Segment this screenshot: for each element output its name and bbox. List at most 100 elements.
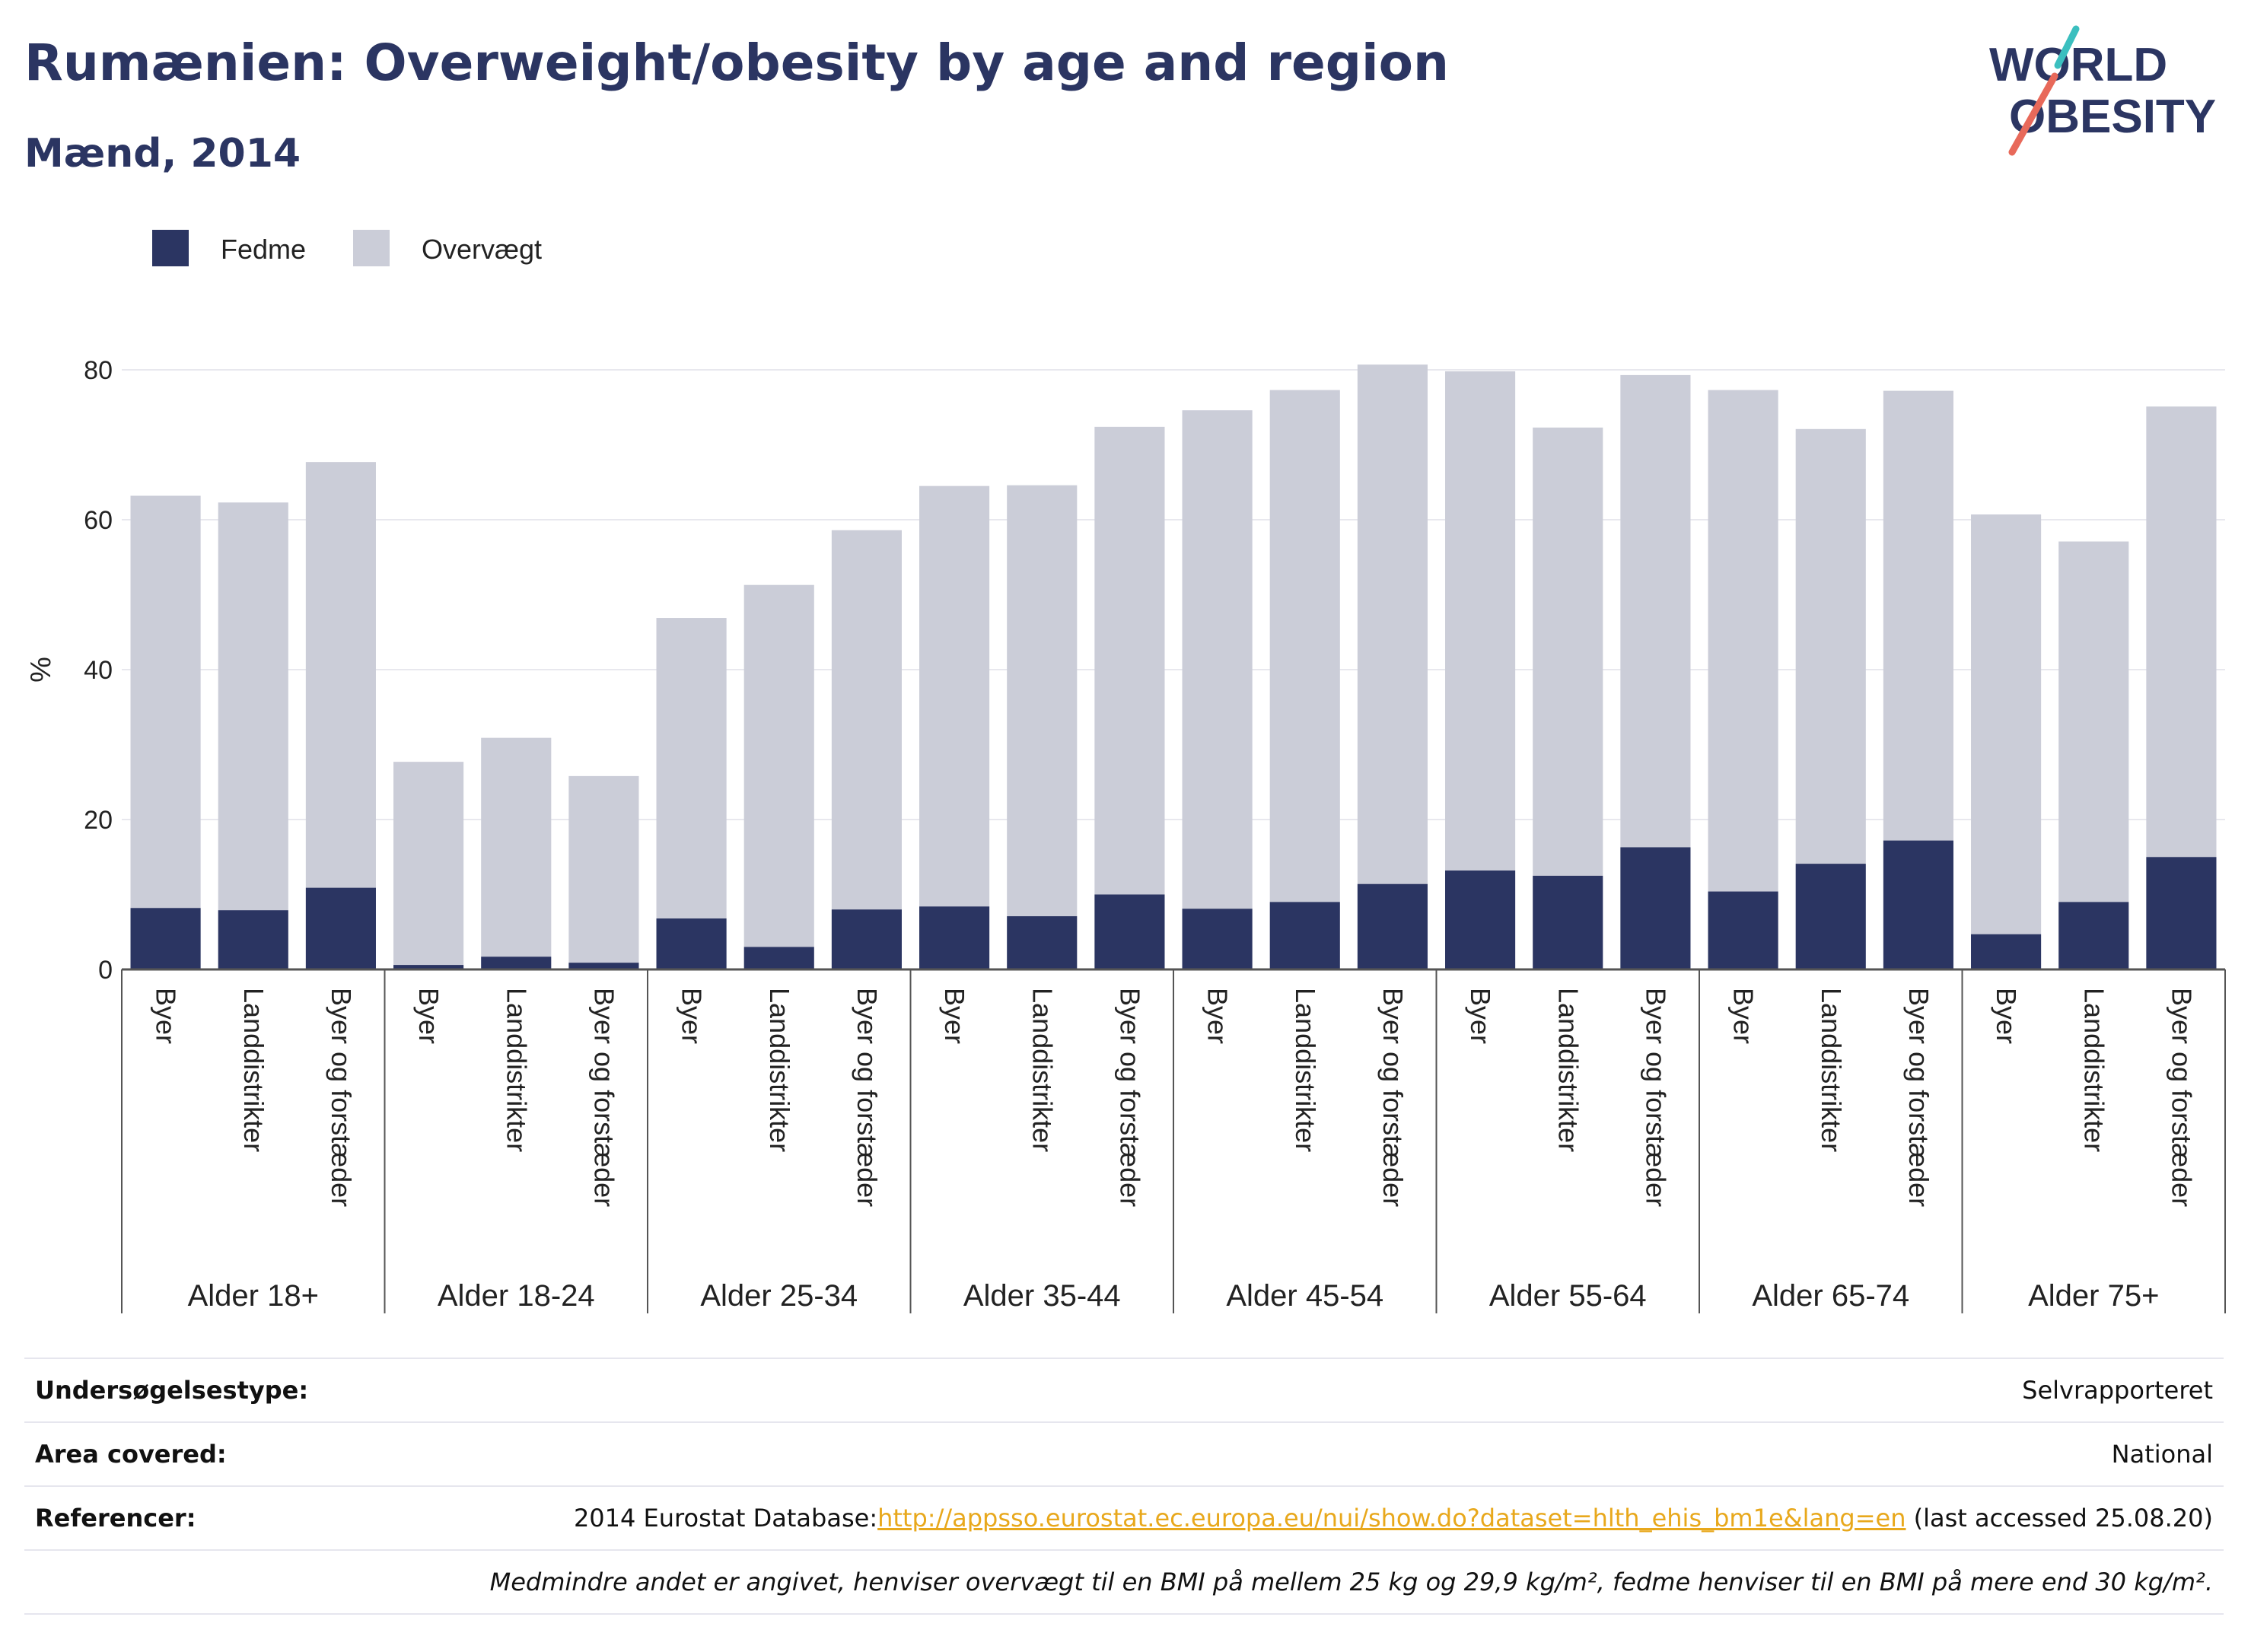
- x-tick-label-12: Byer: [1202, 988, 1234, 1044]
- x-tick-label-14: Byer og forstæder: [1377, 988, 1409, 1207]
- bar-obesity-18: [1708, 891, 1778, 969]
- bar-obesity-4: [481, 957, 552, 969]
- references-value: 2014 Eurostat Database:http://appsso.eur…: [574, 1504, 2213, 1533]
- bar-obesity-17: [1620, 847, 1691, 969]
- area-label: Area covered:: [35, 1440, 227, 1469]
- x-tick-label-13: Landdistrikter: [1290, 988, 1321, 1152]
- bar-overweight-17: [1620, 374, 1691, 848]
- bar-overweight-6: [656, 618, 727, 919]
- x-tick-label-10: Landdistrikter: [1027, 988, 1058, 1152]
- group-label-1: Alder 18-24: [438, 1279, 595, 1313]
- group-label-3: Alder 35-44: [963, 1279, 1121, 1313]
- bar-overweight-0: [130, 495, 201, 909]
- group-label-2: Alder 25-34: [700, 1279, 858, 1313]
- bar-overweight-3: [393, 762, 464, 966]
- x-tick-label-0: Byer: [151, 988, 182, 1044]
- info-table: Undersøgelsestype: Selvrapporteret Area …: [24, 1358, 2224, 1615]
- bmi-note: Medmindre andet er angivet, henviser ove…: [489, 1568, 2213, 1596]
- legend-swatch-0: [152, 230, 189, 266]
- area-value: National: [2111, 1440, 2213, 1469]
- bar-obesity-19: [1795, 864, 1866, 969]
- references-suffix: (last accessed 25.08.20): [1906, 1504, 2213, 1533]
- x-tick-label-9: Byer: [939, 988, 970, 1044]
- survey-type-label: Undersøgelsestype:: [35, 1376, 309, 1405]
- bar-overweight-8: [831, 530, 902, 910]
- y-tick-label-40: 40: [84, 656, 113, 685]
- references-label: Referencer:: [35, 1504, 196, 1533]
- bar-obesity-8: [831, 909, 902, 969]
- bar-obesity-5: [568, 963, 639, 969]
- group-label-7: Alder 75+: [2028, 1279, 2159, 1313]
- bar-overweight-4: [481, 737, 552, 957]
- x-tick-label-21: Byer: [1991, 988, 2022, 1044]
- info-row-note: Medmindre andet er angivet, henviser ove…: [24, 1549, 2224, 1615]
- bar-obesity-22: [2058, 902, 2129, 969]
- group-label-0: Alder 18+: [188, 1279, 319, 1313]
- bar-obesity-3: [393, 965, 464, 969]
- chart-title: Rumænien: Overweight/obesity by age and …: [24, 33, 1449, 92]
- bar-overweight-23: [2146, 406, 2217, 858]
- world-obesity-logo: WORLD OBESITY: [1989, 25, 2216, 156]
- bar-overweight-20: [1883, 390, 1953, 841]
- bar-obesity-15: [1445, 870, 1516, 969]
- chart-subtitle: Mænd, 2014: [24, 131, 301, 177]
- bar-obesity-12: [1182, 909, 1253, 969]
- x-tick-label-20: Byer og forstæder: [1903, 988, 1934, 1207]
- x-tick-label-8: Byer og forstæder: [852, 988, 883, 1207]
- x-tick-label-11: Byer og forstæder: [1114, 988, 1145, 1207]
- x-tick-label-17: Byer og forstæder: [1640, 988, 1671, 1207]
- x-tick-label-1: Landdistrikter: [238, 988, 269, 1152]
- x-tick-label-23: Byer og forstæder: [2166, 988, 2197, 1207]
- bar-overweight-11: [1094, 426, 1165, 895]
- bar-overweight-12: [1182, 410, 1253, 909]
- bar-obesity-23: [2146, 857, 2217, 969]
- stacked-bar-chart: 0 20 40 60 80% Fedme Overvægt Byer Landdistrikte…: [25, 230, 2226, 1313]
- x-tick-label-2: Byer og forstæder: [326, 988, 357, 1207]
- group-label-5: Alder 55-64: [1489, 1279, 1647, 1313]
- bar-obesity-0: [130, 908, 201, 969]
- info-row-survey-type: Undersøgelsestype: Selvrapporteret: [24, 1358, 2224, 1421]
- logo-stroke-teal: [2054, 25, 2080, 69]
- x-tick-label-4: Landdistrikter: [501, 988, 532, 1152]
- bar-overweight-19: [1795, 428, 1866, 864]
- bar-obesity-14: [1357, 883, 1428, 969]
- bar-overweight-13: [1269, 390, 1340, 902]
- y-tick-label-80: 80: [84, 356, 113, 385]
- bar-obesity-13: [1269, 902, 1340, 969]
- bar-obesity-6: [656, 918, 727, 969]
- bar-overweight-14: [1357, 364, 1428, 884]
- references-link[interactable]: http://appsso.eurostat.ec.europa.eu/nui/…: [877, 1504, 1906, 1533]
- bar-overweight-18: [1708, 390, 1778, 892]
- bar-overweight-5: [568, 775, 639, 963]
- bar-obesity-21: [1971, 934, 2042, 969]
- x-tick-label-18: Byer: [1728, 988, 1759, 1044]
- bar-obesity-16: [1533, 875, 1603, 969]
- bar-obesity-11: [1094, 894, 1165, 969]
- info-row-area: Area covered: National: [24, 1421, 2224, 1485]
- legend-label-0: Fedme: [221, 234, 306, 265]
- bar-obesity-20: [1883, 840, 1953, 969]
- bar-overweight-7: [743, 584, 814, 947]
- x-tick-label-5: Byer og forstæder: [588, 988, 619, 1207]
- y-tick-label-60: 60: [84, 506, 113, 535]
- group-label-4: Alder 45-54: [1226, 1279, 1383, 1313]
- y-tick-label-0: 0: [98, 956, 113, 985]
- x-tick-label-6: Byer: [677, 988, 708, 1044]
- bar-obesity-2: [305, 887, 376, 969]
- bar-obesity-10: [1007, 916, 1078, 969]
- legend-swatch-1: [353, 230, 390, 266]
- x-tick-label-7: Landdistrikter: [764, 988, 795, 1152]
- y-tick-label-20: 20: [84, 806, 113, 835]
- info-row-references: Referencer: 2014 Eurostat Database:http:…: [24, 1485, 2224, 1549]
- legend-label-1: Overvægt: [422, 234, 542, 265]
- bar-overweight-21: [1971, 514, 2042, 934]
- bar-obesity-1: [218, 910, 288, 969]
- x-tick-label-19: Landdistrikter: [1816, 988, 1847, 1152]
- logo-stroke-coral: [2008, 72, 2058, 156]
- logo-text-world: WORLD: [1989, 39, 2167, 91]
- x-tick-label-3: Byer: [413, 988, 444, 1044]
- bar-overweight-22: [2058, 541, 2129, 902]
- y-axis-label: %: [25, 657, 57, 683]
- group-label-6: Alder 65-74: [1752, 1279, 1909, 1313]
- bar-overweight-16: [1533, 427, 1603, 876]
